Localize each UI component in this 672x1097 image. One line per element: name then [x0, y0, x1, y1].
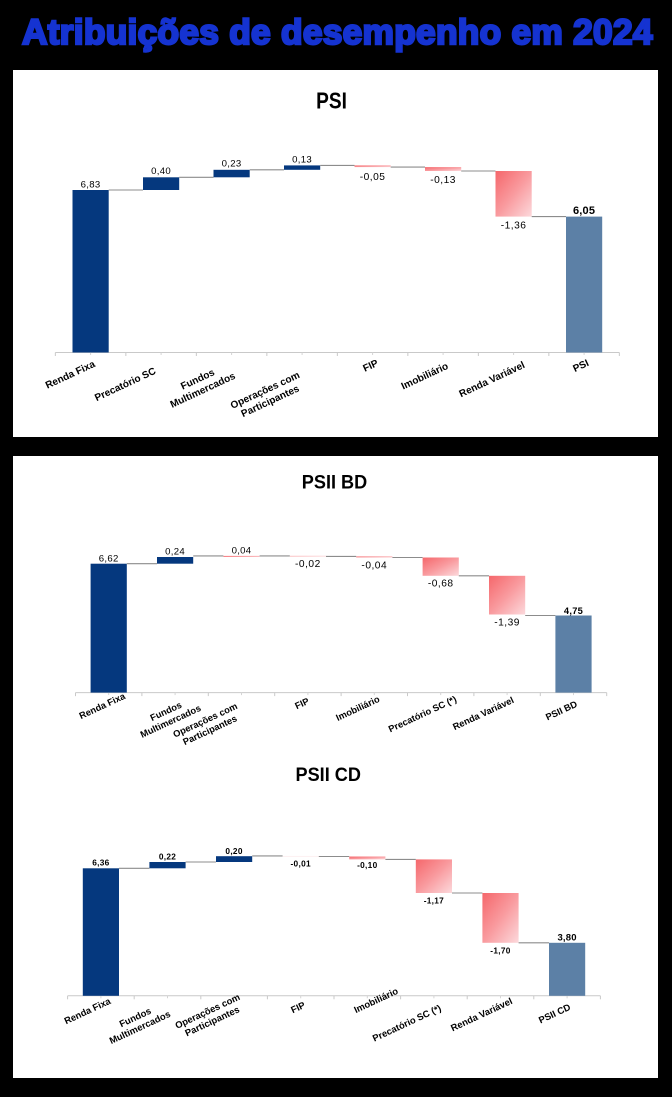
svg-text:0,23: 0,23 [222, 159, 242, 170]
svg-text:0,40: 0,40 [151, 166, 171, 177]
svg-text:6,83: 6,83 [81, 179, 101, 190]
svg-text:0,22: 0,22 [159, 852, 176, 862]
svg-text:6,62: 6,62 [99, 553, 119, 564]
svg-text:-0,13: -0,13 [430, 175, 456, 186]
svg-text:6,05: 6,05 [573, 205, 595, 217]
svg-text:3,80: 3,80 [557, 932, 576, 943]
svg-text:-1,36: -1,36 [501, 221, 527, 232]
svg-text:0,20: 0,20 [225, 846, 242, 856]
svg-text:Atribuições de desempenho em 2: Atribuições de desempenho em 2024 [22, 13, 653, 52]
svg-text:-1,70: -1,70 [490, 945, 510, 955]
svg-text:-1,39: -1,39 [494, 617, 520, 628]
svg-text:4,75: 4,75 [564, 606, 583, 616]
svg-text:-0,01: -0,01 [290, 858, 310, 868]
svg-text:6,36: 6,36 [92, 858, 109, 868]
svg-text:0,13: 0,13 [292, 154, 312, 165]
svg-text:-1,17: -1,17 [424, 896, 444, 906]
svg-text:-0,05: -0,05 [360, 172, 386, 183]
svg-text:-0,04: -0,04 [361, 560, 387, 571]
svg-text:0,24: 0,24 [165, 547, 185, 558]
svg-text:-0,68: -0,68 [428, 579, 454, 590]
svg-text:0,04: 0,04 [232, 545, 252, 556]
svg-text:PSII BD: PSII BD [302, 471, 367, 493]
svg-text:PSI: PSI [316, 88, 347, 114]
svg-text:-0,02: -0,02 [295, 559, 321, 570]
svg-text:-0,10: -0,10 [357, 860, 377, 870]
svg-text:PSII CD: PSII CD [295, 764, 360, 786]
